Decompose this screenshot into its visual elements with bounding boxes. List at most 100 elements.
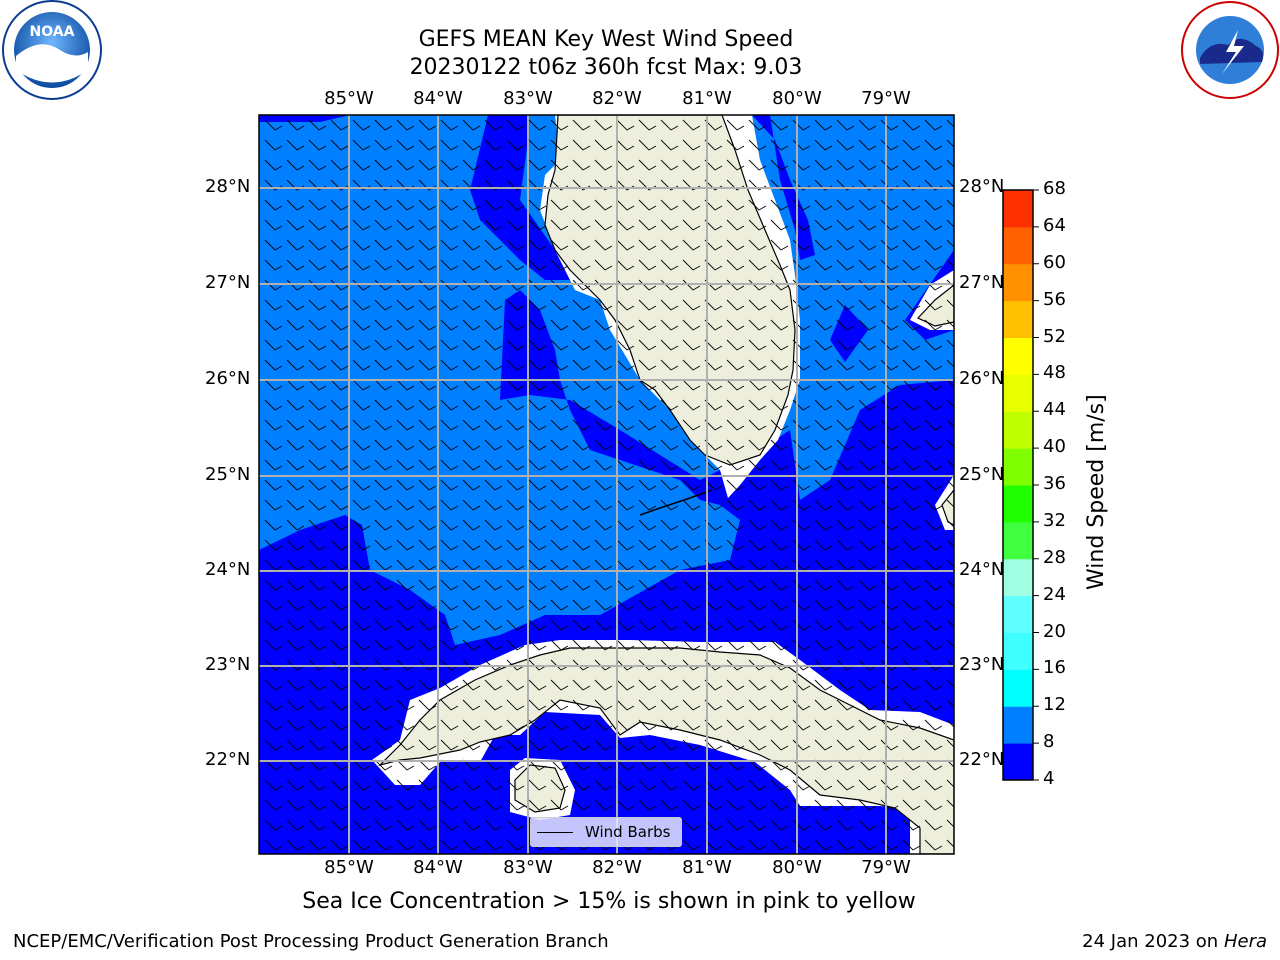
wind-barb: [330, 819, 349, 831]
wind-barb: [286, 459, 305, 471]
wind-barb: [308, 299, 327, 311]
wind-barb: [352, 319, 371, 331]
colorbar-segment: [1003, 448, 1033, 486]
footer-date: 24 Jan 2023 on Hera: [1082, 931, 1267, 952]
wind-barb: [440, 839, 459, 851]
wind-barb: [264, 399, 283, 411]
wind-barb: [638, 139, 657, 151]
map-subtitle: 20230122 t06z 360h fcst Max: 9.03: [409, 55, 803, 80]
wind-barb: [748, 819, 767, 831]
wind-barb: [462, 259, 481, 271]
wind-barb: [682, 599, 701, 611]
wind-barb: [286, 419, 305, 431]
wind-barb: [308, 579, 327, 591]
wind-barb: [352, 579, 371, 591]
lat-label-right: 22°N: [959, 749, 1005, 770]
wind-barb: [770, 359, 789, 371]
wind-barb: [330, 599, 349, 611]
wind-barb: [374, 219, 393, 231]
wind-barb: [484, 499, 503, 511]
wind-barb: [638, 259, 657, 271]
wind-barb: [638, 759, 657, 771]
wind-barb: [726, 719, 745, 731]
wind-barb: [726, 439, 745, 451]
wind-barb: [462, 199, 481, 211]
lon-label-top: 82°W: [592, 88, 642, 109]
wind-barb: [748, 779, 767, 791]
wind-barb: [880, 719, 899, 731]
wind-barb: [462, 139, 481, 151]
wind-barb: [660, 299, 679, 311]
wind-barb: [506, 739, 525, 751]
wind-barb: [814, 719, 833, 731]
wind-barb: [704, 699, 723, 711]
wind-barb: [836, 299, 855, 311]
wind-barb: [440, 599, 459, 611]
wind-barb: [440, 359, 459, 371]
wind-barb: [330, 739, 349, 751]
wind-barb: [528, 299, 547, 311]
wind-barb: [924, 499, 943, 511]
wind-barb: [396, 159, 415, 171]
wind-barb: [528, 379, 547, 391]
wind-barb: [506, 779, 525, 791]
wind-barb: [264, 439, 283, 451]
wind-barb: [330, 139, 349, 151]
wind-barb: [616, 659, 635, 671]
wind-barb: [374, 159, 393, 171]
wind-barb: [594, 359, 613, 371]
wind-barb: [924, 439, 943, 451]
wind-barb: [814, 799, 833, 811]
wind-barb: [528, 719, 547, 731]
wind-barb: [528, 539, 547, 551]
wind-barb: [748, 359, 767, 371]
wind-barb: [902, 519, 921, 531]
lon-label-top: 80°W: [772, 88, 822, 109]
wind-barb: [352, 439, 371, 451]
wind-barb: [836, 339, 855, 351]
wind-barb: [880, 639, 899, 651]
wind-barb: [704, 359, 723, 371]
wind-barb: [836, 599, 855, 611]
lon-label-bottom: 83°W: [503, 857, 553, 878]
wind-barb: [594, 599, 613, 611]
wind-barb: [814, 239, 833, 251]
colorbar-tick-label: 32: [1043, 509, 1066, 531]
wind-barb: [594, 719, 613, 731]
wind-barb: [836, 199, 855, 211]
wind-barb: [308, 699, 327, 711]
wind-barb: [440, 119, 459, 131]
wind-barb: [924, 159, 943, 171]
wind-barb: [330, 159, 349, 171]
wind-barb: [374, 479, 393, 491]
wind-barb: [726, 499, 745, 511]
wind-barb: [616, 739, 635, 751]
wind-barb: [528, 239, 547, 251]
wind-barb: [946, 499, 954, 508]
wind-barb: [704, 119, 723, 131]
wind-barb: [836, 479, 855, 491]
wind-barb: [440, 159, 459, 171]
wind-barb: [484, 579, 503, 591]
wind-barb: [748, 619, 767, 631]
wind-barb: [902, 499, 921, 511]
wind-barb: [770, 579, 789, 591]
wind-barb: [550, 219, 569, 231]
lon-label-bottom: 81°W: [682, 857, 732, 878]
wind-barb: [682, 499, 701, 511]
lon-label-top: 84°W: [413, 88, 463, 109]
wind-barb: [418, 219, 437, 231]
wind-barb: [836, 579, 855, 591]
wind-barb: [396, 719, 415, 731]
wind-barb: [462, 739, 481, 751]
wind-barb: [374, 439, 393, 451]
wind-barb: [748, 479, 767, 491]
wind-barb: [550, 679, 569, 691]
wind-barb: [902, 239, 921, 251]
wind-barb: [594, 759, 613, 771]
wind-barb: [506, 379, 525, 391]
noaa-logo: NOAA: [2, 0, 102, 100]
wind-barb: [528, 699, 547, 711]
wind-barb: [418, 699, 437, 711]
wind-barb: [440, 799, 459, 811]
